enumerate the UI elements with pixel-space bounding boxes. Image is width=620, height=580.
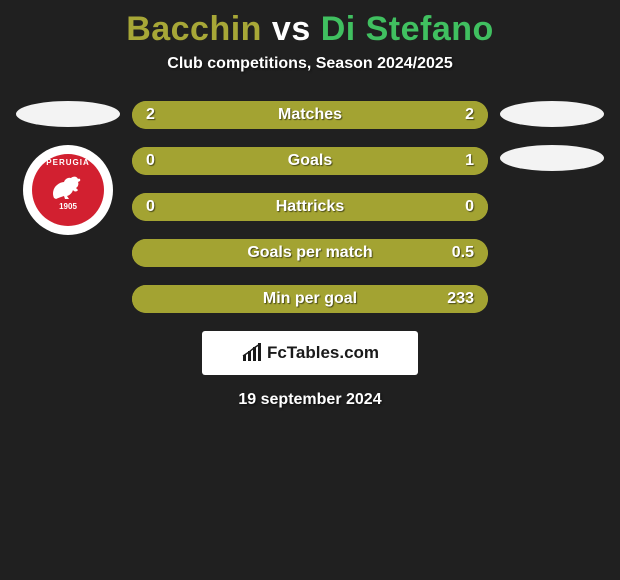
right-player-placeholder	[500, 101, 604, 127]
crest-year: 1905	[59, 202, 77, 211]
bar-row: 0Hattricks0	[132, 193, 488, 221]
griffin-icon	[48, 172, 88, 204]
footer-logo: FcTables.com	[202, 331, 418, 375]
left-player-placeholder	[16, 101, 120, 127]
right-club-placeholder	[500, 145, 604, 171]
bar-row: 0Goals1	[132, 147, 488, 175]
left-column: PERUGIA 1905	[8, 101, 128, 313]
main-row: PERUGIA 1905 2Matches20Goals10Hattricks0…	[0, 101, 620, 313]
bar-label: Min per goal	[132, 285, 488, 313]
bar-label: Goals	[132, 147, 488, 175]
bar-row: 2Matches2	[132, 101, 488, 129]
player-left-name: Bacchin	[126, 10, 262, 48]
bar-label: Goals per match	[132, 239, 488, 267]
footer-logo-text: FcTables.com	[267, 343, 379, 363]
bar-right-value: 2	[465, 101, 474, 129]
player-right-name: Di Stefano	[321, 10, 494, 48]
bar-label: Matches	[132, 101, 488, 129]
bar-right-value: 0.5	[452, 239, 474, 267]
bar-row: Min per goal233	[132, 285, 488, 313]
comparison-bars: 2Matches20Goals10Hattricks0Goals per mat…	[128, 101, 492, 313]
bar-row: Goals per match0.5	[132, 239, 488, 267]
bar-right-value: 233	[447, 285, 474, 313]
vs-text: vs	[272, 10, 311, 48]
bar-right-value: 0	[465, 193, 474, 221]
bar-label: Hattricks	[132, 193, 488, 221]
left-club-crest: PERUGIA 1905	[23, 145, 113, 235]
bar-right-value: 1	[465, 147, 474, 175]
bar-chart-icon	[241, 343, 263, 363]
right-column	[492, 101, 612, 313]
crest-inner: PERUGIA 1905	[32, 154, 104, 226]
comparison-card: Bacchin vs Di Stefano Club competitions,…	[0, 0, 620, 409]
page-title: Bacchin vs Di Stefano	[0, 0, 620, 55]
footer-date: 19 september 2024	[0, 391, 620, 409]
crest-name: PERUGIA	[32, 158, 104, 167]
subtitle: Club competitions, Season 2024/2025	[0, 55, 620, 101]
